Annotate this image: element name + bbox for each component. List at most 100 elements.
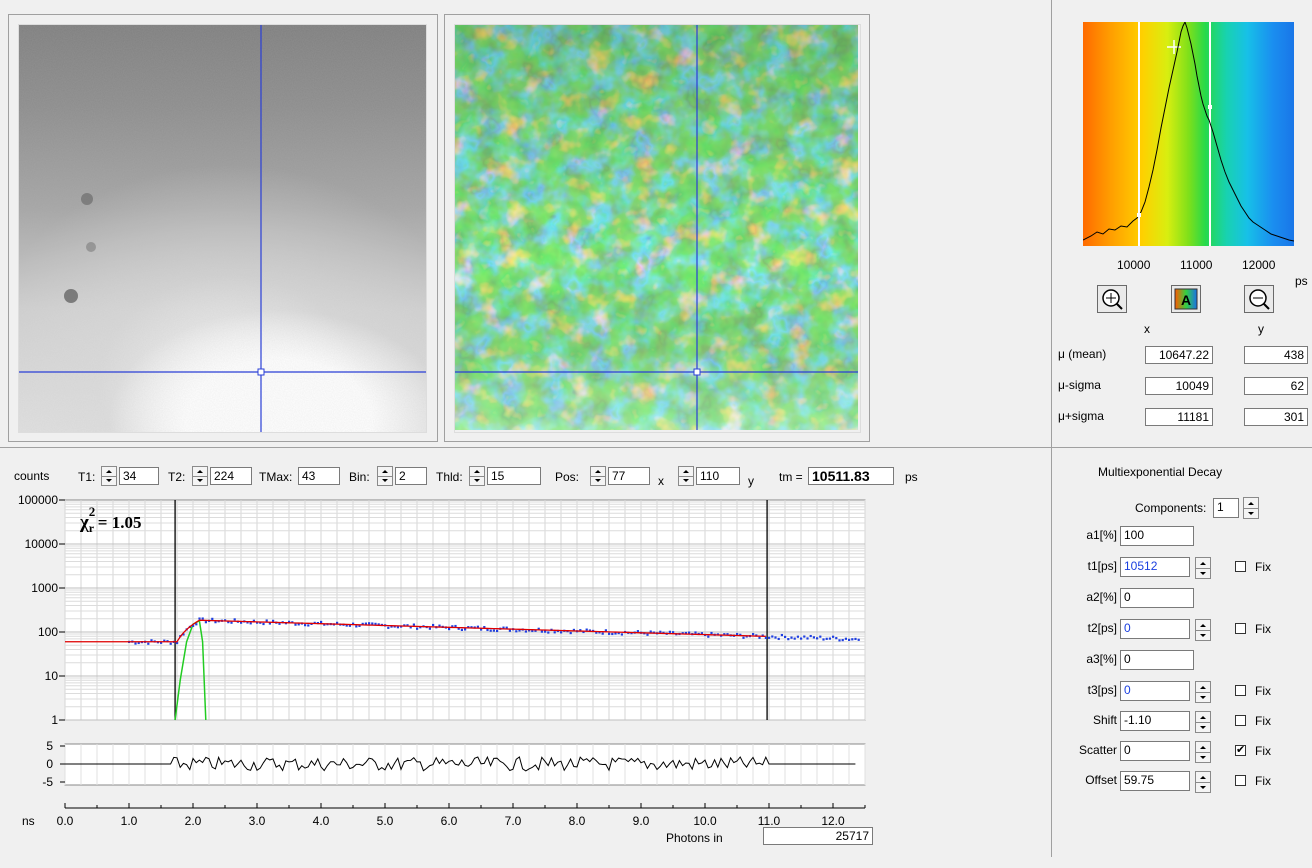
data-point — [790, 636, 793, 639]
fix-checkbox[interactable] — [1235, 685, 1246, 696]
param-input[interactable]: 10512 — [1120, 557, 1190, 577]
data-point — [505, 626, 508, 629]
data-point — [688, 631, 691, 634]
intensity-image[interactable] — [19, 25, 426, 432]
param-spinner[interactable] — [1195, 711, 1211, 733]
data-point — [377, 623, 380, 626]
param-input[interactable]: 100 — [1120, 526, 1194, 546]
y-tick-label: 100000 — [18, 493, 58, 507]
data-point — [736, 632, 739, 636]
zoom-out-button[interactable] — [1244, 285, 1274, 313]
data-point — [681, 632, 684, 635]
data-point — [416, 627, 419, 630]
residual-curve — [65, 755, 856, 772]
param-spinner[interactable] — [1195, 741, 1211, 763]
thld-input[interactable]: 15 — [487, 467, 541, 485]
components-label: Components: — [1135, 501, 1207, 515]
data-point — [457, 627, 460, 630]
data-point — [150, 639, 153, 642]
param-input[interactable]: 0 — [1120, 741, 1190, 761]
data-point — [515, 630, 518, 633]
data-point — [252, 619, 255, 622]
data-point — [336, 621, 339, 624]
pos-y-input[interactable]: 110 — [696, 467, 740, 485]
param-input[interactable]: 0 — [1120, 650, 1194, 670]
data-point — [806, 637, 809, 640]
t2-input[interactable]: 224 — [210, 467, 252, 485]
data-point — [694, 631, 697, 634]
x-unit-label: ns — [22, 814, 35, 828]
chi-square: χ 2 r = 1.05 — [80, 504, 141, 535]
param-input[interactable]: 59.75 — [1120, 771, 1190, 791]
thld-spinner[interactable] — [469, 466, 485, 486]
data-point — [480, 628, 483, 631]
data-point — [582, 630, 585, 634]
param-spinner[interactable] — [1195, 771, 1211, 793]
fix-checkbox[interactable] — [1235, 623, 1246, 634]
fix-checkbox[interactable] — [1235, 775, 1246, 786]
stat-label-mean: μ (mean) — [1058, 347, 1107, 361]
data-point — [646, 633, 649, 636]
data-point — [198, 617, 201, 620]
data-point — [579, 629, 582, 632]
param-input[interactable]: -1.10 — [1120, 711, 1190, 731]
data-point — [451, 625, 454, 628]
components-spinner[interactable] — [1243, 497, 1259, 519]
vertical-divider — [1051, 0, 1052, 857]
data-point — [182, 633, 185, 636]
data-point — [508, 629, 511, 632]
pos-x-label: x — [658, 474, 664, 488]
decay-plot[interactable]: 100000 10000 1000 100 10 1 5 0 -5 0.0 1.0 2.0 3.0 4.0… — [0, 488, 880, 868]
t2-label: T2: — [168, 470, 186, 484]
stat-plus-sigma-y[interactable]: 301 — [1244, 408, 1308, 426]
data-point — [742, 636, 745, 639]
x-tick-label: 4.0 — [313, 814, 330, 828]
fix-checkbox[interactable]: ✔ — [1235, 744, 1246, 756]
t1-spinner[interactable] — [101, 466, 117, 486]
data-point — [371, 622, 374, 625]
svg-text:A: A — [1181, 292, 1191, 308]
data-point — [137, 641, 140, 645]
stat-plus-sigma-x[interactable]: 11181 — [1145, 408, 1213, 426]
t2-spinner[interactable] — [192, 466, 208, 486]
stat-label-minus-sigma: μ-sigma — [1058, 378, 1101, 392]
intensity-overlay — [19, 25, 426, 432]
param-spinner[interactable] — [1195, 619, 1211, 641]
fix-checkbox[interactable] — [1235, 561, 1246, 572]
data-point — [560, 631, 563, 634]
lifetime-image[interactable] — [455, 25, 858, 430]
histogram-plot — [1083, 22, 1294, 246]
chi-sub: r — [88, 521, 95, 535]
pos-y-spinner[interactable] — [678, 466, 694, 486]
data-point — [544, 630, 547, 633]
data-point — [752, 633, 755, 636]
lifetime-histogram[interactable] — [1083, 22, 1294, 246]
data-point — [537, 627, 540, 630]
param-input[interactable]: 0 — [1120, 681, 1190, 701]
zoom-in-button[interactable] — [1097, 285, 1127, 313]
param-input[interactable]: 0 — [1120, 588, 1194, 608]
data-point — [822, 638, 825, 641]
t1-input[interactable]: 34 — [119, 467, 159, 485]
fix-checkbox[interactable] — [1235, 715, 1246, 726]
data-point — [492, 629, 495, 632]
components-input[interactable]: 1 — [1213, 498, 1239, 518]
bin-spinner[interactable] — [377, 466, 393, 486]
bin-input[interactable]: 2 — [395, 467, 427, 485]
auto-scale-button[interactable]: A — [1171, 285, 1201, 313]
data-point — [268, 622, 271, 625]
data-point — [851, 638, 854, 641]
param-spinner[interactable] — [1195, 681, 1211, 703]
stat-minus-sigma-y[interactable]: 62 — [1244, 377, 1308, 395]
tmax-input[interactable]: 43 — [298, 467, 340, 485]
param-input[interactable]: 0 — [1120, 619, 1190, 639]
stat-mean-x[interactable]: 10647.22 — [1145, 346, 1213, 364]
pos-x-spinner[interactable] — [590, 466, 606, 486]
stat-minus-sigma-x[interactable]: 10049 — [1145, 377, 1213, 395]
stat-mean-y[interactable]: 438 — [1244, 346, 1308, 364]
data-point — [454, 624, 457, 628]
data-point — [668, 630, 671, 633]
param-spinner[interactable] — [1195, 557, 1211, 579]
pos-x-input[interactable]: 77 — [608, 467, 650, 485]
data-point — [428, 627, 431, 630]
